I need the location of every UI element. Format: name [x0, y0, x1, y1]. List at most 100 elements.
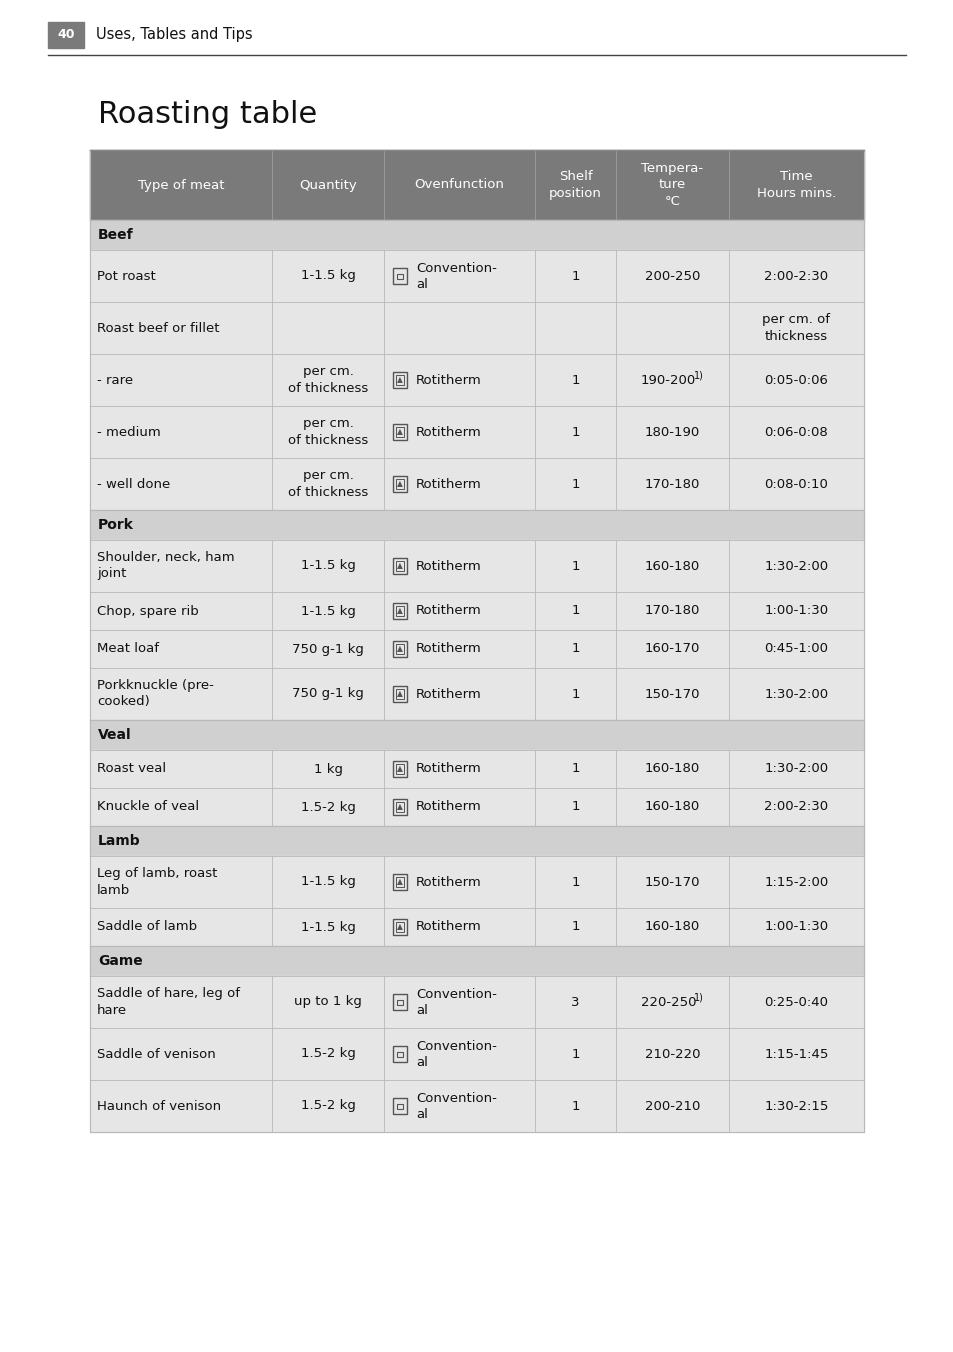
- Text: Meat loaf: Meat loaf: [97, 642, 159, 656]
- Text: Porkknuckle (pre-
cooked): Porkknuckle (pre- cooked): [97, 680, 213, 708]
- Text: 1:30-2:00: 1:30-2:00: [763, 688, 827, 700]
- Bar: [395, 877, 404, 887]
- Text: Rotitherm: Rotitherm: [416, 642, 481, 656]
- Text: 1: 1: [571, 426, 579, 438]
- Bar: [395, 479, 404, 489]
- Text: - medium: - medium: [97, 426, 161, 438]
- Bar: [90, 721, 863, 750]
- Text: Rotitherm: Rotitherm: [416, 426, 481, 438]
- Text: Time
Hours mins.: Time Hours mins.: [756, 170, 835, 200]
- Bar: [395, 561, 404, 571]
- Bar: [90, 909, 863, 946]
- Text: 1:00-1:30: 1:00-1:30: [763, 921, 827, 933]
- Bar: [90, 630, 863, 668]
- Text: 1-1.5 kg: 1-1.5 kg: [300, 876, 355, 888]
- Text: up to 1 kg: up to 1 kg: [294, 995, 361, 1009]
- Text: 1: 1: [571, 688, 579, 700]
- Bar: [90, 788, 863, 826]
- Text: ▲: ▲: [396, 690, 402, 699]
- Bar: [90, 592, 863, 630]
- Bar: [90, 406, 863, 458]
- Text: 1: 1: [571, 921, 579, 933]
- Text: 1: 1: [571, 763, 579, 776]
- Text: Saddle of lamb: Saddle of lamb: [97, 921, 197, 933]
- Text: ▲: ▲: [396, 645, 402, 653]
- Text: 1: 1: [571, 560, 579, 572]
- Text: 210-220: 210-220: [644, 1048, 700, 1060]
- Bar: [396, 1105, 402, 1109]
- Text: Convention-
al: Convention- al: [416, 261, 497, 291]
- Bar: [90, 750, 863, 788]
- Text: 40: 40: [57, 28, 74, 42]
- Text: 1: 1: [571, 269, 579, 283]
- Text: 1:30-2:00: 1:30-2:00: [763, 560, 827, 572]
- Bar: [90, 301, 863, 354]
- Text: 1: 1: [571, 800, 579, 814]
- Text: 150-170: 150-170: [644, 688, 700, 700]
- Bar: [90, 354, 863, 406]
- Text: 160-180: 160-180: [644, 921, 700, 933]
- Bar: [90, 976, 863, 1028]
- Text: 0:08-0:10: 0:08-0:10: [763, 477, 827, 491]
- Text: 1: 1: [571, 1099, 579, 1113]
- Text: Type of meat: Type of meat: [137, 178, 224, 192]
- Text: 1-1.5 kg: 1-1.5 kg: [300, 604, 355, 618]
- Text: 1:30-2:00: 1:30-2:00: [763, 763, 827, 776]
- Text: 1: 1: [571, 1048, 579, 1060]
- Bar: [90, 458, 863, 510]
- Bar: [90, 150, 863, 220]
- Bar: [90, 220, 863, 250]
- Text: Pot roast: Pot roast: [97, 269, 155, 283]
- Text: per cm. of
thickness: per cm. of thickness: [761, 314, 829, 342]
- Text: 170-180: 170-180: [644, 604, 700, 618]
- Text: Chop, spare rib: Chop, spare rib: [97, 604, 198, 618]
- Text: 0:45-1:00: 0:45-1:00: [763, 642, 827, 656]
- Text: ▲: ▲: [396, 764, 402, 773]
- Text: 160-180: 160-180: [644, 800, 700, 814]
- Text: 180-190: 180-190: [644, 426, 700, 438]
- Text: 1.5-2 kg: 1.5-2 kg: [300, 800, 355, 814]
- Text: Rotitherm: Rotitherm: [416, 763, 481, 776]
- Text: 1 kg: 1 kg: [314, 763, 342, 776]
- Text: 200-250: 200-250: [644, 269, 700, 283]
- Text: Shoulder, neck, ham
joint: Shoulder, neck, ham joint: [97, 552, 234, 580]
- Bar: [395, 922, 404, 932]
- Text: Saddle of hare, leg of
hare: Saddle of hare, leg of hare: [97, 987, 240, 1017]
- Text: 220-250: 220-250: [640, 995, 696, 1009]
- Text: 190-200: 190-200: [640, 373, 696, 387]
- Bar: [90, 250, 863, 301]
- Bar: [396, 1000, 402, 1005]
- Text: Convention-
al: Convention- al: [416, 1040, 497, 1068]
- Text: Uses, Tables and Tips: Uses, Tables and Tips: [96, 27, 253, 42]
- Text: Roast beef or fillet: Roast beef or fillet: [97, 322, 219, 334]
- Text: 0:25-0:40: 0:25-0:40: [763, 995, 827, 1009]
- Bar: [395, 690, 404, 699]
- Text: ▲: ▲: [396, 376, 402, 384]
- Bar: [395, 644, 404, 654]
- Text: ▲: ▲: [396, 561, 402, 571]
- Text: Roast veal: Roast veal: [97, 763, 166, 776]
- Text: 1: 1: [571, 876, 579, 888]
- Text: - rare: - rare: [97, 373, 133, 387]
- Text: 1.5-2 kg: 1.5-2 kg: [300, 1048, 355, 1060]
- Text: 150-170: 150-170: [644, 876, 700, 888]
- Text: per cm.
of thickness: per cm. of thickness: [288, 418, 368, 446]
- Text: Rotitherm: Rotitherm: [416, 373, 481, 387]
- Text: ▲: ▲: [396, 803, 402, 811]
- Bar: [90, 1080, 863, 1132]
- Text: Tempera-
ture
°C: Tempera- ture °C: [640, 162, 702, 208]
- Text: Veal: Veal: [98, 727, 132, 742]
- Bar: [395, 764, 404, 773]
- Text: Lamb: Lamb: [98, 834, 140, 848]
- Bar: [396, 1052, 402, 1057]
- Bar: [395, 427, 404, 437]
- Text: 1): 1): [694, 992, 703, 1002]
- Bar: [90, 856, 863, 909]
- Bar: [90, 1028, 863, 1080]
- Bar: [396, 274, 402, 280]
- Bar: [90, 510, 863, 539]
- Text: Rotitherm: Rotitherm: [416, 921, 481, 933]
- Text: Pork: Pork: [98, 518, 133, 531]
- Text: Rotitherm: Rotitherm: [416, 604, 481, 618]
- Text: ▲: ▲: [396, 607, 402, 615]
